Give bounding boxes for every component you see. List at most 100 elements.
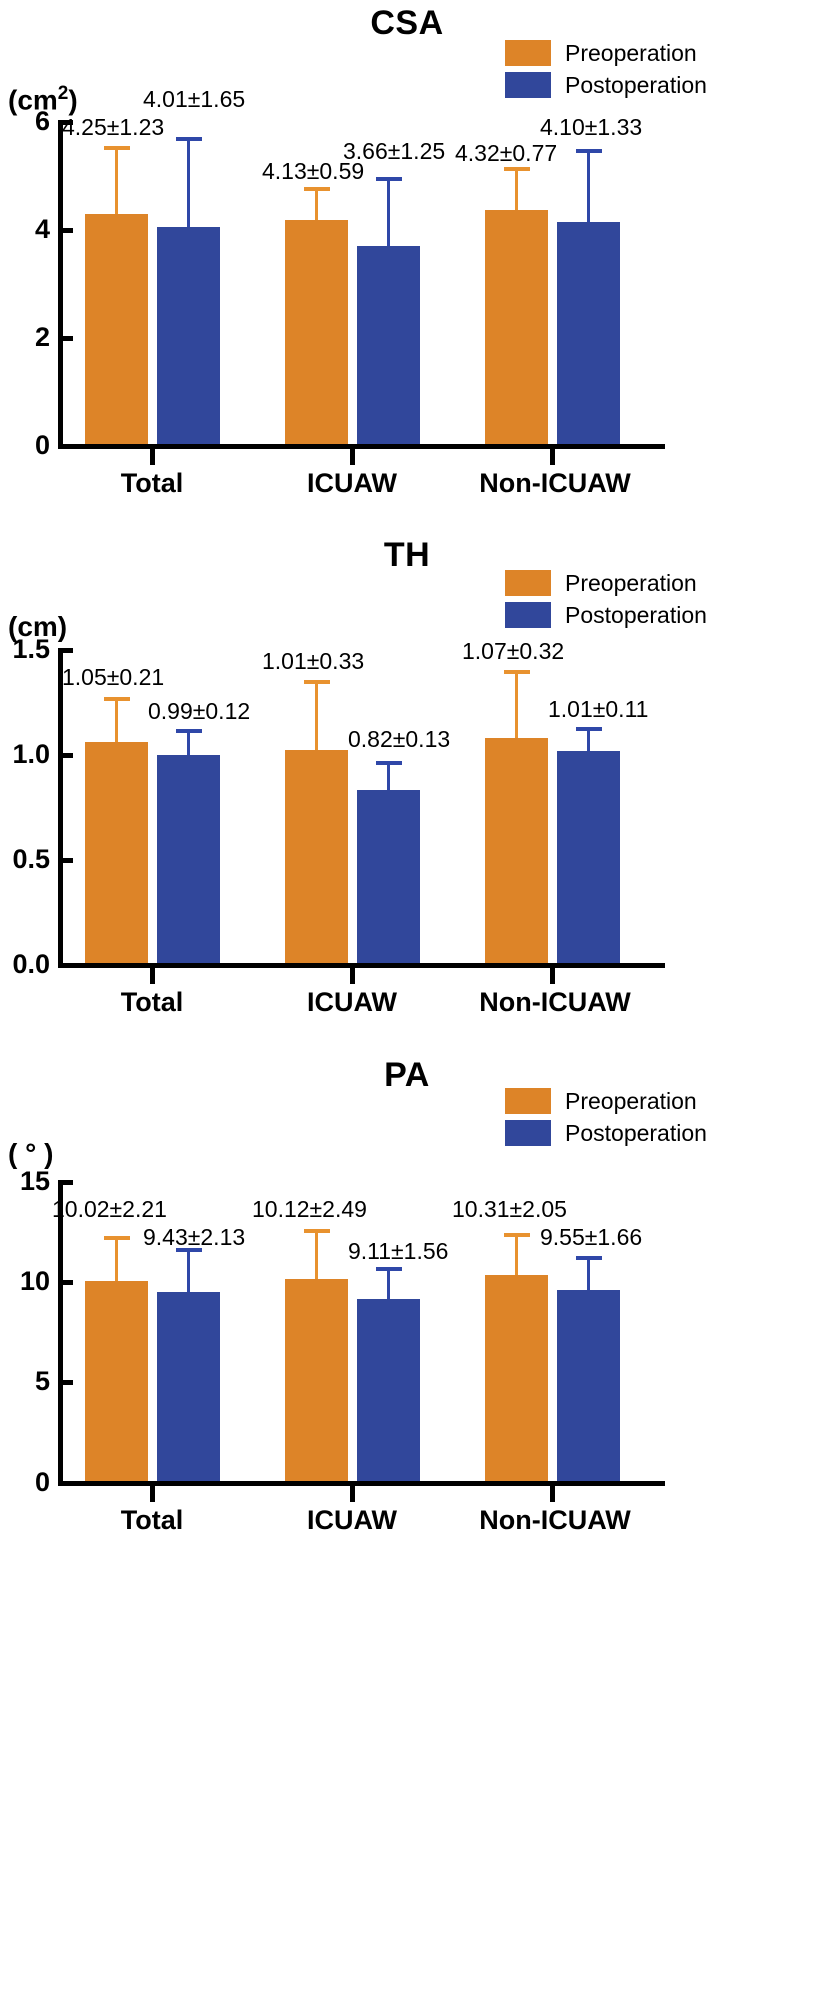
bar-pa-nonicuaw-postoperation [557,1290,620,1481]
y-tick-pa-10 [58,1280,73,1285]
value-label-csa-total-preoperation: 4.25±1.23 [62,114,165,140]
errorcap-csa-total-preoperation [104,146,130,150]
value-label-pa-nonicuaw-postoperation: 9.55±1.66 [540,1224,643,1250]
chart-panel-pa: PA Preoperation Postoperation ( ° ) 15 1… [0,1040,814,1560]
bar-csa-nonicuaw-preoperation [485,210,548,444]
y-tick-label-th-15: 1.5 [12,634,50,664]
bar-pa-total-postoperation [157,1292,220,1481]
legend-label-preoperation: Preoperation [565,39,697,66]
bar-th-nonicuaw-preoperation [485,738,548,963]
value-label-th-total-postoperation: 0.99±0.12 [148,698,251,724]
legend-th: Preoperation Postoperation [505,570,707,628]
x-tick-label-th-nonicuaw: Non-ICUAW [479,987,631,1017]
x-tick-label-pa-total: Total [120,1505,184,1535]
plot-area-csa: 6 4 2 0 4.25±1.23 4.01±1.65 Total 4.13±0… [0,0,814,520]
errorbar-pa-icuaw-preoperation [315,1230,318,1279]
legend-item-postoperation: Postoperation [505,1120,707,1146]
y-axis-unit-pa: ( ° ) [8,1138,54,1169]
y-tick-label-csa-4: 4 [34,214,50,244]
bar-csa-nonicuaw-postoperation [557,222,620,444]
x-axis-th [58,963,665,968]
x-tick-th-icuaw [350,967,355,984]
errorcap-pa-nonicuaw-preoperation [504,1233,530,1237]
x-tick-pa-nonicuaw [550,1485,555,1502]
value-label-th-icuaw-postoperation: 0.82±0.13 [348,726,451,752]
bar-th-total-postoperation [157,755,220,963]
value-label-pa-total-postoperation: 9.43±2.13 [143,1224,246,1250]
legend-csa: Preoperation Postoperation [505,40,707,98]
bar-th-total-preoperation [85,742,148,963]
value-label-th-nonicuaw-postoperation: 1.01±0.11 [548,696,649,722]
errorbar-th-total-postoperation [187,730,190,755]
errorbar-pa-nonicuaw-preoperation [515,1234,518,1275]
errorcap-pa-icuaw-postoperation [376,1267,402,1271]
legend-item-postoperation: Postoperation [505,72,707,98]
legend-swatch-postoperation-icon [505,602,551,628]
y-tick-csa-6 [58,120,73,125]
x-tick-pa-icuaw [350,1485,355,1502]
errorbar-th-icuaw-postoperation [387,762,390,790]
errorbar-th-nonicuaw-postoperation [587,728,590,751]
x-tick-label-csa-nonicuaw: Non-ICUAW [479,468,631,498]
bar-csa-icuaw-postoperation [357,246,420,444]
y-tick-th-05 [58,858,73,863]
x-axis-csa [58,444,665,449]
bar-pa-nonicuaw-preoperation [485,1275,548,1481]
y-axis-unit-csa: (cm2) [8,83,78,116]
legend-item-postoperation: Postoperation [505,602,707,628]
errorcap-pa-icuaw-preoperation [304,1229,330,1233]
x-tick-label-th-icuaw: ICUAW [307,987,397,1017]
value-label-pa-icuaw-preoperation: 10.12±2.49 [252,1196,367,1222]
chart-title-pa: PA [384,1056,430,1094]
bar-pa-total-preoperation [85,1281,148,1481]
y-axis-pa [58,1180,63,1485]
plot-area-th: 1.5 1.0 0.5 0.0 1.05±0.21 0.99±0.12 Tota… [0,520,814,1040]
y-tick-label-pa-10: 10 [19,1266,50,1296]
value-label-csa-icuaw-preoperation: 4.13±0.59 [262,158,365,184]
errorbar-th-nonicuaw-preoperation [515,671,518,738]
errorbar-pa-total-preoperation [115,1237,118,1281]
chart-panel-csa: CSA Preoperation Postoperation (cm2) 6 4… [0,0,814,520]
value-label-csa-icuaw-postoperation: 3.66±1.25 [343,138,446,164]
x-tick-pa-total [150,1485,155,1502]
bar-pa-icuaw-preoperation [285,1279,348,1481]
legend-swatch-preoperation-icon [505,40,551,66]
y-tick-csa-4 [58,228,73,233]
errorcap-th-icuaw-postoperation [376,761,402,765]
bar-pa-icuaw-postoperation [357,1299,420,1481]
legend-swatch-preoperation-icon [505,570,551,596]
errorbar-th-total-preoperation [115,698,118,742]
errorcap-th-icuaw-preoperation [304,680,330,684]
value-label-th-total-preoperation: 1.05±0.21 [62,664,165,690]
y-tick-label-csa-2: 2 [34,322,50,352]
y-tick-label-th-00: 0.0 [12,949,50,979]
x-tick-label-csa-icuaw: ICUAW [307,468,397,498]
errorcap-csa-icuaw-postoperation [376,177,402,181]
legend-item-preoperation: Preoperation [505,570,707,596]
errorbar-csa-icuaw-postoperation [387,178,390,246]
chart-panel-th: TH Preoperation Postoperation (cm) 1.5 1… [0,520,814,1040]
x-axis-pa [58,1481,665,1486]
legend-pa: Preoperation Postoperation [505,1088,707,1146]
value-label-csa-total-postoperation: 4.01±1.65 [143,86,246,112]
legend-label-preoperation: Preoperation [565,1087,697,1114]
errorcap-th-total-preoperation [104,697,130,701]
bar-csa-total-preoperation [85,214,148,444]
y-axis-th [58,648,63,967]
errorcap-csa-total-postoperation [176,137,202,141]
value-label-csa-nonicuaw-postoperation: 4.10±1.33 [540,114,643,140]
errorbar-csa-nonicuaw-postoperation [587,150,590,222]
errorcap-th-nonicuaw-preoperation [504,670,530,674]
y-tick-th-15 [58,648,73,653]
y-tick-label-pa-0: 0 [34,1467,50,1497]
errorbar-pa-total-postoperation [187,1249,190,1292]
y-tick-label-pa-5: 5 [34,1366,50,1396]
x-tick-label-th-total: Total [120,987,184,1017]
y-axis-unit-th: (cm) [8,611,68,642]
x-tick-csa-icuaw [350,448,355,465]
value-label-th-icuaw-preoperation: 1.01±0.33 [262,648,365,674]
legend-swatch-postoperation-icon [505,72,551,98]
y-tick-label-csa-6: 6 [34,106,50,136]
errorbar-csa-total-postoperation [187,138,190,227]
bar-th-nonicuaw-postoperation [557,751,620,963]
